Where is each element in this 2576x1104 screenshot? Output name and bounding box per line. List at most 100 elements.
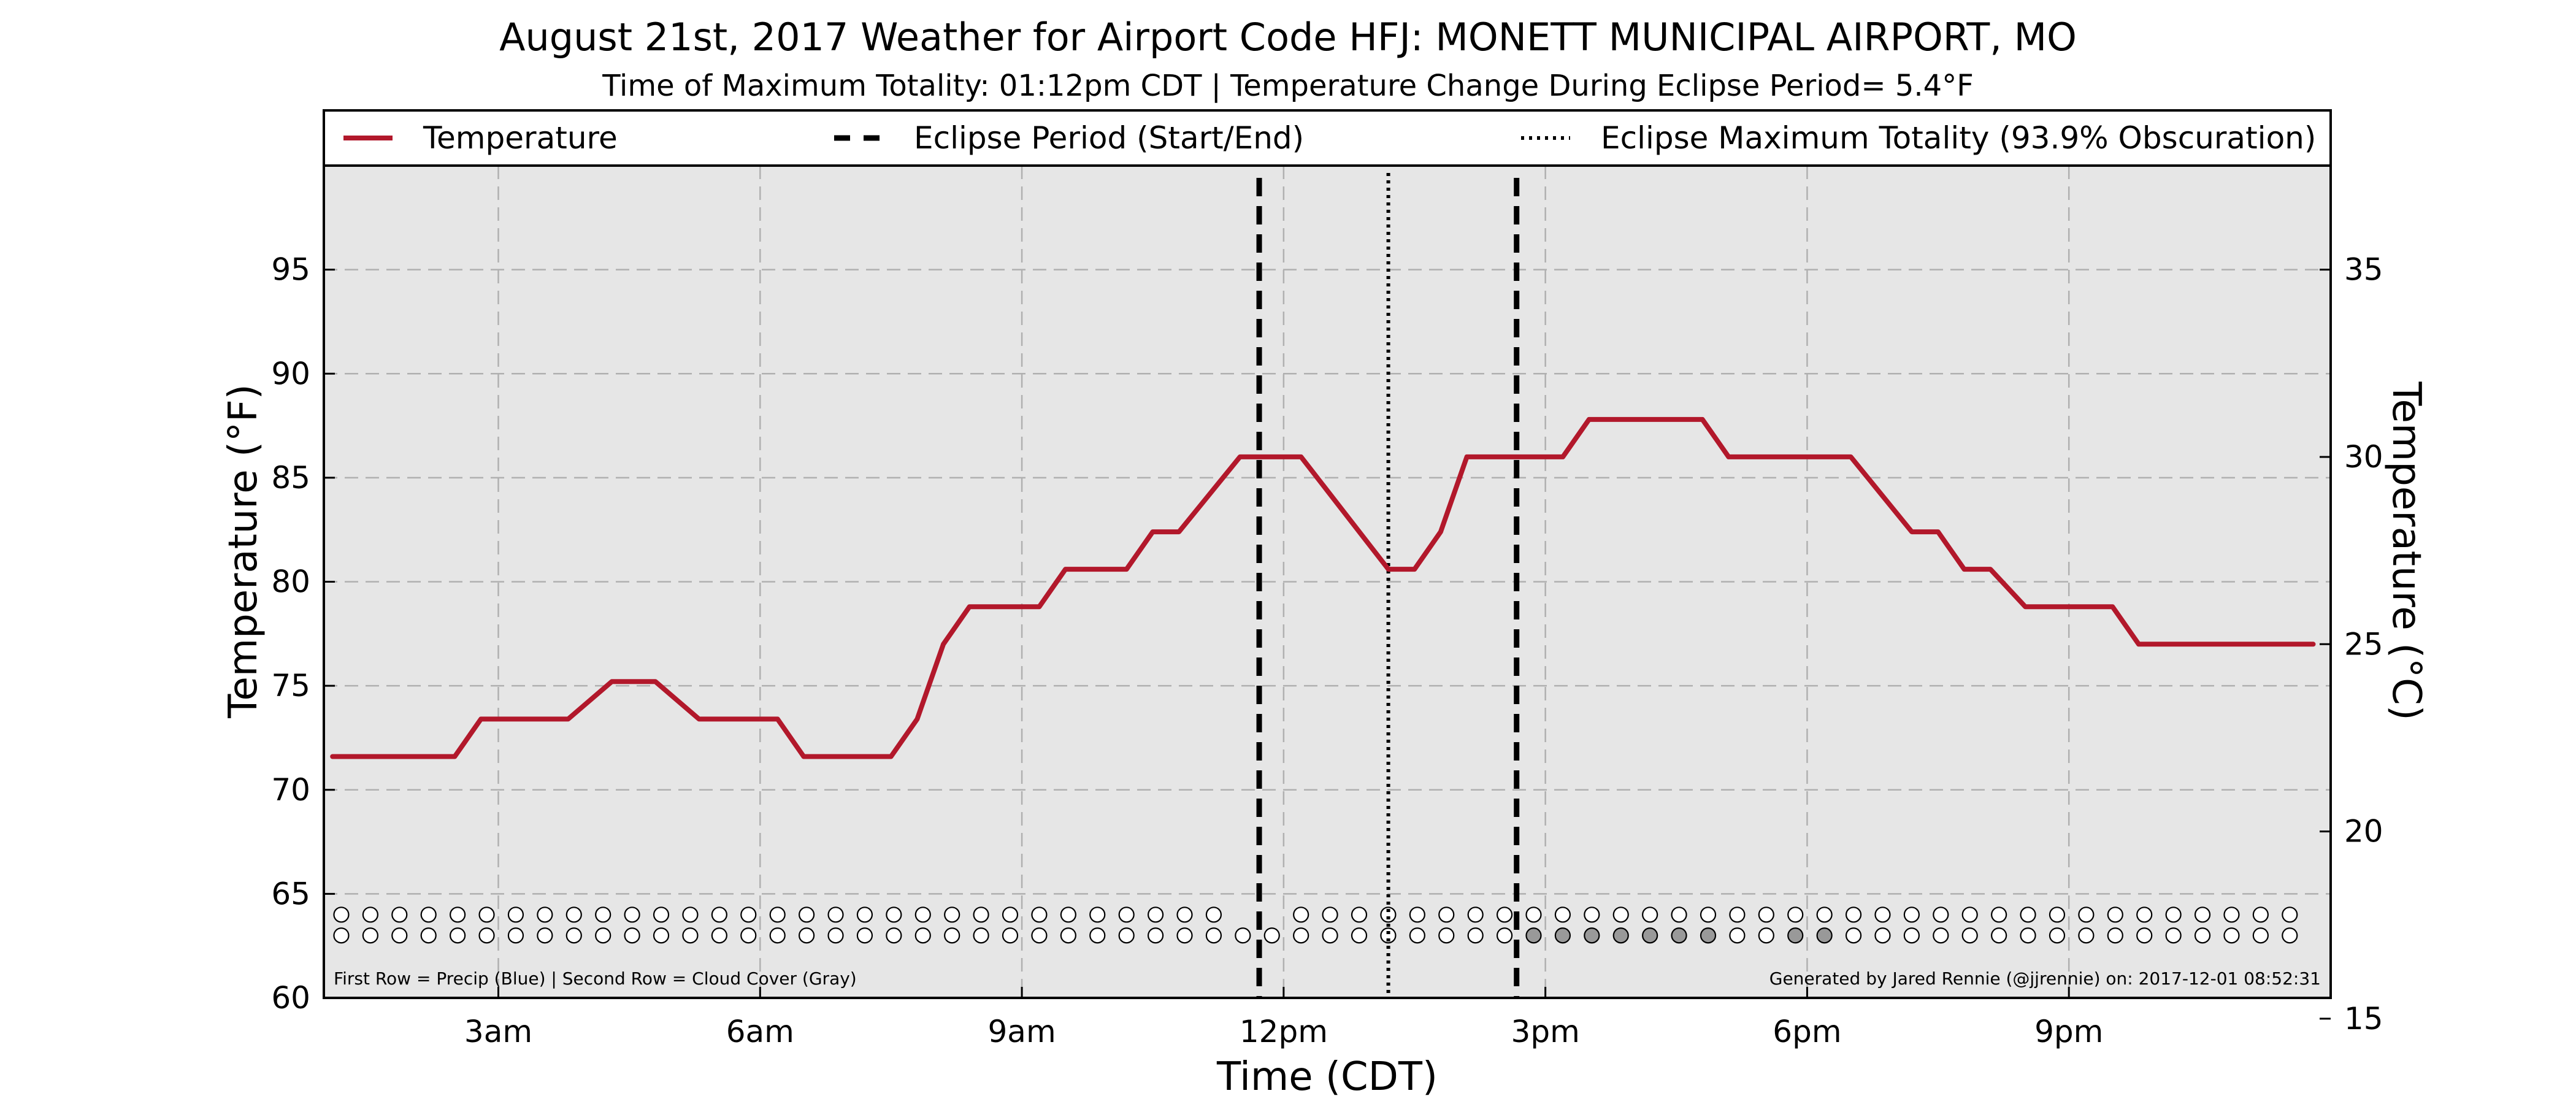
precip-marker [507, 907, 524, 923]
cloud-cover-marker [1467, 927, 1484, 944]
cloud-cover-marker [1816, 927, 1833, 944]
precip-marker [1409, 907, 1425, 923]
cloud-cover-marker [1031, 927, 1048, 944]
precip-marker [362, 907, 378, 923]
precip-marker [1700, 907, 1717, 923]
precip-marker [1002, 907, 1019, 923]
precip-marker [2078, 907, 2095, 923]
precip-marker [1293, 907, 1309, 923]
cloud-cover-marker [2136, 927, 2153, 944]
cloud-cover-marker [624, 927, 640, 944]
precip-marker [1467, 907, 1484, 923]
precip-marker [1612, 907, 1629, 923]
cloud-cover-marker [362, 927, 378, 944]
x-axis-label: Time (CDT) [1216, 1054, 1438, 1100]
precip-marker [1758, 907, 1774, 923]
precip-marker [1729, 907, 1746, 923]
cloud-cover-marker [886, 927, 902, 944]
cloud-cover-marker [478, 927, 495, 944]
plot-area: Temperature Eclipse Period (Start/End) Ecl… [221, 109, 2429, 1100]
y-tick-label: 70 [271, 772, 310, 808]
cloud-cover-marker [1787, 927, 1804, 944]
precip-marker [1642, 907, 1658, 923]
y-tick-label: 75 [271, 668, 310, 703]
x-tick-label: 9pm [2034, 1014, 2103, 1049]
cloud-cover-marker [507, 927, 524, 944]
precip-marker [769, 907, 786, 923]
precip-marker [2136, 907, 2153, 923]
precip-marker [1933, 907, 1949, 923]
cloud-cover-marker [2252, 927, 2269, 944]
cloud-cover-marker [1409, 927, 1425, 944]
footnote-left: First Row = Precip (Blue) | Second Row =… [334, 968, 857, 989]
precip-marker [1671, 907, 1687, 923]
chart-title: August 21st, 2017 Weather for Airport Co… [499, 15, 2077, 59]
precip-marker [1205, 907, 1222, 923]
cloud-cover-marker [537, 927, 553, 944]
cloud-cover-marker [2049, 927, 2066, 944]
precip-marker [1351, 907, 1368, 923]
y2-axis-label: Temperature (°C) [2383, 381, 2429, 720]
precip-marker [537, 907, 553, 923]
precip-marker [1903, 907, 1920, 923]
y2-tick-label: 35 [2344, 252, 2383, 288]
precip-marker [420, 907, 437, 923]
cloud-cover-marker [1554, 927, 1571, 944]
x-tick-label: 6am [726, 1014, 794, 1049]
precip-marker [1176, 907, 1193, 923]
precip-marker [2020, 907, 2036, 923]
cloud-cover-marker [1060, 927, 1076, 944]
precip-marker [827, 907, 844, 923]
cloud-cover-marker [1293, 927, 1309, 944]
footnote-right: Generated by Jared Rennie (@jjrennie) on… [1769, 968, 2321, 989]
precip-marker [1380, 907, 1397, 923]
cloud-cover-marker [1584, 927, 1600, 944]
precip-marker [478, 907, 495, 923]
cloud-cover-marker [1176, 927, 1193, 944]
x-tick-label: 12pm [1240, 1014, 1328, 1049]
cloud-cover-marker [595, 927, 611, 944]
precip-marker [944, 907, 960, 923]
precip-marker [799, 907, 815, 923]
cloud-cover-marker [1002, 927, 1019, 944]
x-tick-label: 3am [464, 1014, 532, 1049]
precip-marker [1787, 907, 1804, 923]
y-tick-label: 65 [271, 876, 310, 911]
cloud-cover-marker [2107, 927, 2123, 944]
cloud-cover-marker [1991, 927, 2007, 944]
precip-marker [1496, 907, 1513, 923]
x-tick-label: 3pm [1511, 1014, 1580, 1049]
cloud-cover-marker [827, 927, 844, 944]
precip-marker [1554, 907, 1571, 923]
cloud-cover-marker [1438, 927, 1455, 944]
y-tick-label: 60 [271, 980, 310, 1016]
cloud-cover-marker [1671, 927, 1687, 944]
cloud-cover-marker [1845, 927, 1862, 944]
precip-marker [653, 907, 670, 923]
cloud-cover-marker [333, 927, 350, 944]
x-tick-label: 9am [988, 1014, 1056, 1049]
cloud-cover-marker [740, 927, 757, 944]
cloud-cover-marker [1089, 927, 1106, 944]
cloud-cover-marker [1496, 927, 1513, 944]
cloud-cover-marker [973, 927, 989, 944]
y-tick-label: 95 [271, 252, 310, 288]
cloud-cover-marker [682, 927, 699, 944]
cloud-cover-marker [1351, 927, 1368, 944]
y-tick-label: 85 [271, 460, 310, 496]
precip-marker [333, 907, 350, 923]
cloud-cover-marker [2194, 927, 2211, 944]
precip-marker [1845, 907, 1862, 923]
precip-marker [1438, 907, 1455, 923]
precip-marker [2223, 907, 2240, 923]
cloud-cover-marker [769, 927, 786, 944]
cloud-cover-marker [1758, 927, 1774, 944]
precip-marker [1584, 907, 1600, 923]
cloud-cover-marker [1118, 927, 1135, 944]
precip-marker [624, 907, 640, 923]
y2-tick-label: 25 [2344, 626, 2383, 662]
cloud-cover-marker [1380, 927, 1397, 944]
precip-marker [1031, 907, 1048, 923]
